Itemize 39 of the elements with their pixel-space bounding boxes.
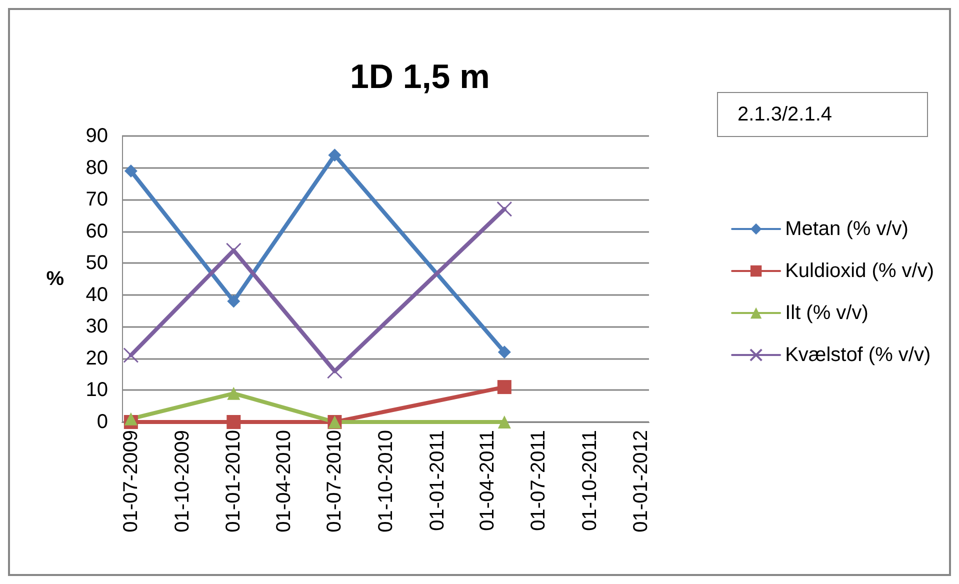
y-tick-label: 0 [96,411,108,433]
y-tick-label: 70 [86,188,108,211]
x-tick-label: 01-01-2010 [222,430,245,532]
point [124,164,138,178]
point [123,348,139,364]
y-tick-label: 10 [86,379,108,402]
x-tick-label: 01-04-2010 [272,430,295,532]
x-tick-label: 01-10-2010 [375,430,398,532]
y-axis-title: % [46,268,64,290]
text: 2.1.3/2.1.4 [738,104,832,126]
y-tick-label: 40 [86,284,108,306]
y-tick-label: 20 [86,347,108,370]
legend-label: Kuldioxid (% v/v) [785,260,934,282]
y-tick-label: 80 [86,156,108,179]
x-tick-label: 01-07-2011 [527,430,550,531]
x-tick-label: 01-01-2012 [630,430,652,532]
x-tick-label: 01-01-2011 [426,430,448,531]
point [498,416,511,428]
x-tick-label: 01-07-2009 [120,430,142,532]
point [226,415,241,429]
point [498,346,511,359]
point [227,294,240,308]
x-tick-label: 01-10-2011 [578,430,601,531]
point [328,148,342,162]
point [227,386,240,400]
x-tick-label: 01-10-2009 [171,430,194,532]
point [496,201,512,217]
point [497,380,512,394]
x-tick-label: 01-07-2010 [324,430,346,532]
point [124,412,138,426]
y-tick-label: 60 [86,220,108,242]
legend-label: Metan (% v/v) [785,218,908,240]
chart-title: 1D 1,5 m [350,58,490,96]
y-tick-label: 30 [86,316,108,338]
legend-label: Kvælstof (% v/v) [785,344,931,366]
y-tick-label: 90 [86,125,108,147]
legend-label: Ilt (% v/v) [785,302,868,324]
x-tick-label: 01-04-2011 [476,430,499,531]
y-tick-label: 50 [86,252,108,274]
